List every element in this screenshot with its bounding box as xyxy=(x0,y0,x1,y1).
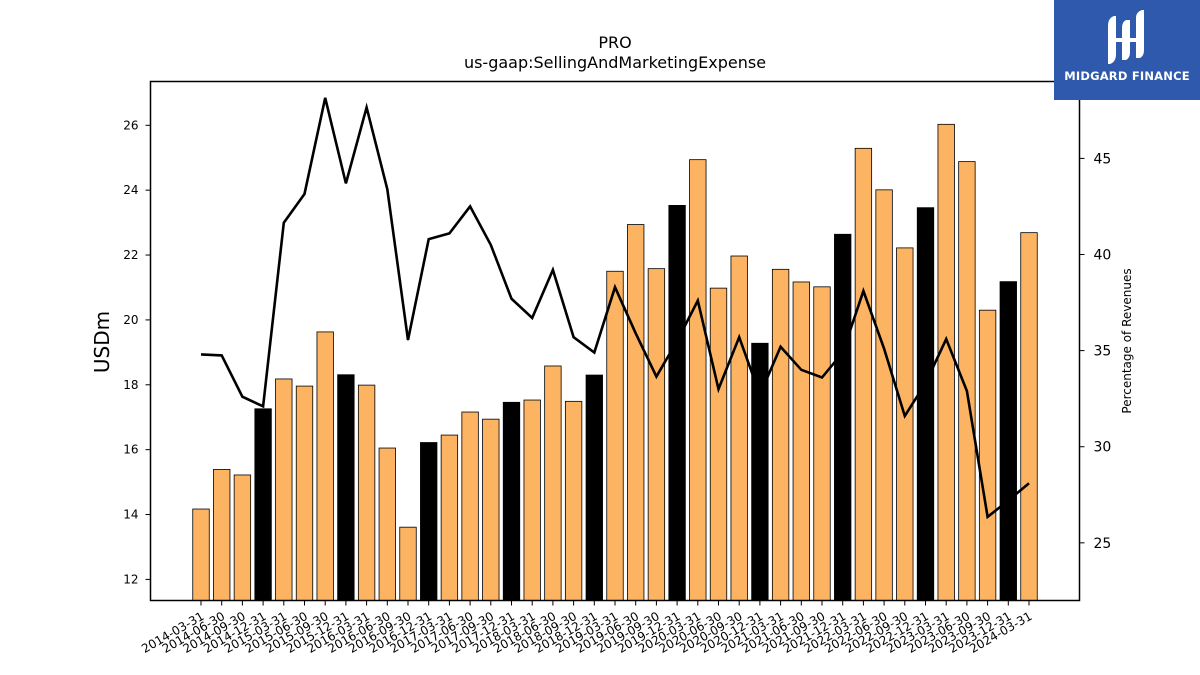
bar xyxy=(213,469,231,601)
bar xyxy=(564,400,583,601)
y-axis-right: 25 30 35 40 45 xyxy=(1079,151,1112,552)
bar xyxy=(813,286,831,601)
y-tick-label: 22 xyxy=(123,248,138,262)
bar xyxy=(585,374,603,601)
bar xyxy=(978,309,997,601)
bar xyxy=(275,378,293,601)
y-axis-left: 12 14 16 18 20 22 24 26 xyxy=(123,118,151,586)
bar xyxy=(854,147,873,601)
bar xyxy=(896,247,914,601)
bars-layer xyxy=(192,123,1038,601)
bar xyxy=(627,224,645,601)
bar xyxy=(316,331,334,601)
midgard-logo-icon xyxy=(1108,10,1144,64)
bar xyxy=(461,411,479,601)
bar xyxy=(233,474,252,601)
bar xyxy=(482,418,500,601)
y-tick-label: 16 xyxy=(123,443,138,457)
line-layer xyxy=(200,97,1030,520)
y2-tick-label: 30 xyxy=(1094,440,1112,456)
bar xyxy=(337,374,355,601)
y2-tick-label: 40 xyxy=(1094,248,1112,264)
bar xyxy=(502,401,521,601)
bar xyxy=(399,526,417,601)
bar xyxy=(668,205,686,601)
y-tick-label: 18 xyxy=(123,378,138,392)
bar xyxy=(254,408,272,601)
y-axis-label: USDm xyxy=(90,311,114,373)
bar xyxy=(606,270,624,601)
bar xyxy=(1020,232,1038,601)
bar xyxy=(875,189,893,601)
bar xyxy=(937,123,955,601)
bar xyxy=(295,385,314,601)
y-tick-label: 20 xyxy=(123,313,138,327)
percentage-line xyxy=(200,97,1030,520)
bar xyxy=(999,281,1017,601)
y2-tick-label: 35 xyxy=(1094,344,1112,360)
bar xyxy=(544,365,562,601)
y2-tick-label: 25 xyxy=(1094,536,1112,552)
bar xyxy=(357,384,376,601)
brand-logo: MIDGARD FINANCE xyxy=(1054,0,1200,100)
bar xyxy=(689,159,707,601)
y2-axis-label: Percentage of Revenues xyxy=(1120,268,1134,413)
y-tick-label: 12 xyxy=(123,572,138,586)
y-tick-label: 24 xyxy=(123,183,138,197)
bar xyxy=(916,207,935,601)
bar xyxy=(440,434,459,601)
bar xyxy=(523,399,541,601)
bar xyxy=(834,233,852,601)
brand-name: MIDGARD FINANCE xyxy=(1064,69,1190,83)
bar xyxy=(792,281,810,601)
bar xyxy=(378,447,396,601)
bar xyxy=(730,255,748,601)
bar xyxy=(771,268,790,601)
bar xyxy=(647,268,666,601)
y-tick-label: 14 xyxy=(123,508,138,522)
y-tick-label: 26 xyxy=(123,118,138,132)
chart-subtitle: us-gaap:SellingAndMarketingExpense xyxy=(464,53,766,72)
bar xyxy=(420,442,438,601)
bar xyxy=(958,161,976,601)
x-axis: 2014-03-312014-06-302014-09-302014-12-31… xyxy=(139,600,1035,656)
y2-tick-label: 45 xyxy=(1094,151,1112,167)
chart-title: PRO xyxy=(598,33,631,52)
bar xyxy=(192,508,210,601)
bar xyxy=(709,287,728,601)
